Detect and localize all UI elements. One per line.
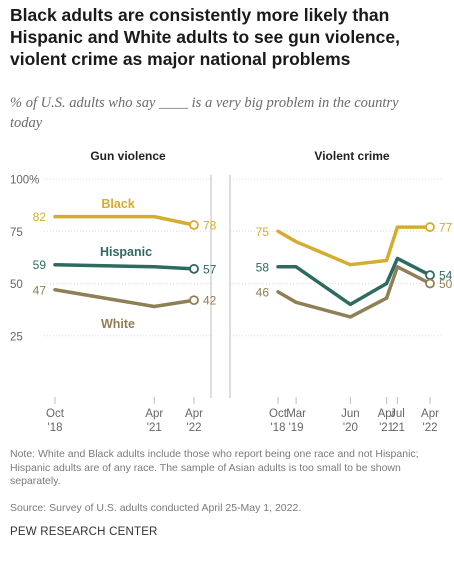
gun-violence-line-black [53, 214, 196, 227]
gun-violence-end-label-white: 42 [203, 294, 217, 308]
gun-violence-end-label-hispanic: 57 [203, 262, 217, 276]
gun-violence-line-hispanic [53, 262, 196, 271]
violent-crime-end-label-white: 50 [439, 277, 453, 291]
violent-crime-x-tick-year: '18 [271, 422, 286, 434]
y-tick-label: 75 [10, 227, 23, 239]
gun-violence-x-tick-year: '18 [48, 422, 63, 434]
violent-crime-line-hispanic [276, 256, 432, 307]
y-tick-label: 25 [10, 331, 23, 343]
violent-crime-x-tick-label: Mar [286, 408, 306, 420]
chart-source: Source: Survey of U.S. adults conducted … [10, 502, 302, 514]
violent-crime-x-tick-year: '21 [379, 422, 394, 434]
gun-violence-end-marker-hispanic [189, 263, 199, 274]
gun-violence-start-label-black: 82 [33, 210, 47, 224]
violent-crime-title: Violent crime [314, 149, 389, 163]
chart-note: Note: White and Black adults include tho… [10, 448, 419, 487]
violent-crime-x-tick-label: Jun [341, 408, 360, 420]
pew-brand: PEW RESEARCH CENTER [10, 526, 158, 538]
violent-crime-x-tick-label: Oct [269, 408, 288, 420]
gun-violence-start-label-hispanic: 59 [33, 258, 47, 272]
gun-violence-x-tick-label: Oct [46, 408, 65, 420]
violent-crime-x-tick-year: '19 [289, 422, 304, 434]
violent-crime-x-tick-year: '20 [343, 422, 358, 434]
violent-crime-end-marker-black [425, 222, 435, 232]
gun-violence-x-tick-year: '22 [187, 422, 202, 434]
violent-crime-x-tick-label: Apr [378, 408, 396, 420]
gun-violence-x-tick-label: Apr [185, 408, 203, 420]
chart-title: Black adults are consistently more likel… [10, 5, 400, 69]
violent-crime-start-label-hispanic: 58 [256, 260, 270, 274]
violent-crime-end-marker-hispanic [425, 270, 435, 281]
violent-crime-start-label-white: 46 [256, 285, 270, 299]
violent-crime-end-label-black: 77 [439, 221, 453, 235]
violent-crime-end-label-hispanic: 54 [439, 269, 453, 283]
gun-violence-x-tick-label: Apr [145, 408, 163, 420]
violent-crime-start-label-black: 75 [256, 225, 270, 239]
chart-subtitle: % of U.S. adults who say ____ is a very … [10, 95, 399, 131]
gun-violence-title: Gun violence [90, 149, 166, 163]
series-name-black: Black [101, 197, 134, 211]
gun-violence-line-white [53, 288, 196, 309]
violent-crime-line-black [276, 225, 432, 267]
series-name-white: White [101, 317, 135, 331]
gun-violence-start-label-white: 47 [33, 283, 47, 297]
series-name-hispanic: Hispanic [100, 245, 152, 259]
gun-violence-x-tick-year: '21 [147, 422, 162, 434]
y-tick-label: 50 [10, 279, 23, 291]
violent-crime-x-tick-year: '22 [423, 422, 438, 434]
violent-crime-end-marker-white [425, 278, 435, 289]
gun-violence-end-marker-black [189, 220, 199, 230]
y-tick-label: 100% [10, 175, 39, 187]
gun-violence-end-label-black: 78 [203, 218, 217, 232]
gun-violence-end-marker-white [189, 295, 199, 306]
violent-crime-x-tick-label: Apr [421, 408, 439, 420]
violent-crime-line-white [276, 265, 432, 319]
violent-crime-x-tick-year: '21 [390, 422, 405, 434]
violent-crime-x-tick-label: Jul [390, 408, 405, 420]
